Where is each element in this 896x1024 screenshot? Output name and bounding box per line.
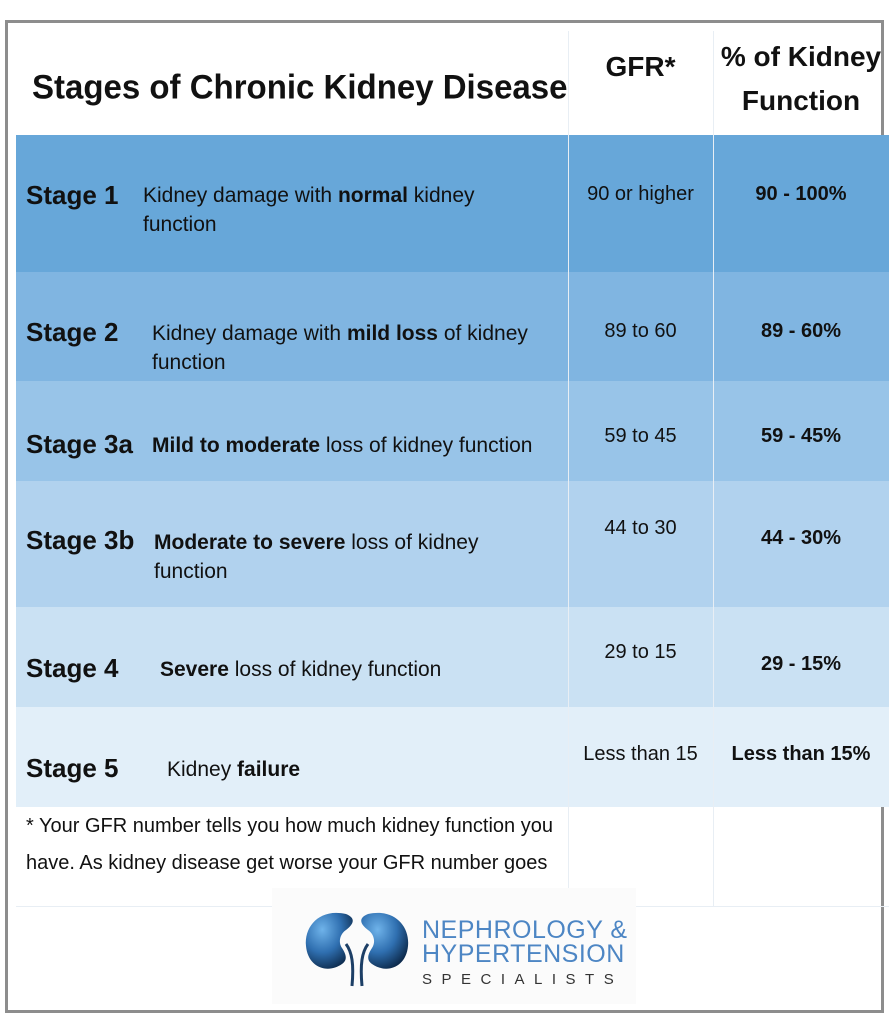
column-divider — [713, 31, 714, 906]
nephrology-logo: NEPHROLOGY & HYPERTENSION SPECIALISTS — [272, 888, 636, 1004]
kidney-function-value: 59 - 45% — [760, 425, 842, 447]
stage-description: Kidney damage with normal kidney functio… — [143, 184, 475, 236]
table-header: Stages of Chronic Kidney Disease GFR* % … — [16, 31, 889, 135]
logo-line-1: NEPHROLOGY & — [422, 916, 628, 944]
gfr-value: Less than 15 — [583, 743, 698, 765]
kidney-function-value: 44 - 30% — [760, 527, 842, 549]
stage-description: Mild to moderate loss of kidney function — [152, 434, 533, 457]
chart-frame: Stages of Chronic Kidney Disease GFR* % … — [5, 20, 889, 1013]
stage-label: Stage 4 — [26, 653, 119, 683]
stage-label: Stage 1 — [26, 180, 119, 210]
stage-description: Moderate to severe loss of kidney functi… — [154, 531, 479, 583]
kidney-function-column-header: % of Kidney Function — [720, 41, 882, 116]
gfr-value: 90 or higher — [587, 183, 694, 205]
logo-line-3: SPECIALISTS — [422, 971, 624, 988]
gfr-value: 89 to 60 — [604, 320, 677, 342]
table-row: Stage 1 Kidney damage with normal kidney… — [16, 135, 889, 272]
gfr-value: 29 to 15 — [604, 641, 677, 663]
table-row: Stage 5 Kidney failure Less than 15 Less… — [16, 707, 889, 807]
stage-label: Stage 5 — [26, 753, 119, 783]
gfr-footnote: * Your GFR number tells you how much kid… — [26, 815, 553, 874]
table-title: Stages of Chronic Kidney Disease — [32, 67, 568, 106]
stage-label: Stage 3a — [26, 429, 133, 459]
logo-line-2: HYPERTENSION — [422, 940, 625, 968]
kidney-function-value: Less than 15% — [731, 743, 871, 765]
kidney-function-value: 29 - 15% — [760, 653, 842, 675]
column-divider — [568, 31, 569, 906]
table-row: Stage 3a Mild to moderate loss of kidney… — [16, 381, 889, 481]
kidneys-icon — [305, 912, 409, 987]
table-row: Stage 2 Kidney damage with mild loss of … — [16, 272, 889, 381]
stage-label: Stage 2 — [26, 317, 119, 347]
gfr-column-header: GFR* — [605, 51, 676, 82]
stage-label: Stage 3b — [26, 525, 135, 555]
stage-description: Severe loss of kidney function — [160, 658, 442, 681]
gfr-value: 59 to 45 — [604, 425, 677, 447]
ckd-table: Stages of Chronic Kidney Disease GFR* % … — [16, 31, 889, 1012]
kidney-function-value: 90 - 100% — [755, 183, 847, 205]
stage-description: Kidney failure — [167, 758, 301, 781]
table-row: Stage 4 Severe loss of kidney function 2… — [16, 607, 889, 707]
stage-description: Kidney damage with mild loss of kidney f… — [152, 322, 528, 374]
table-row: Stage 3b Moderate to severe loss of kidn… — [16, 481, 889, 607]
kidney-function-value: 89 - 60% — [760, 320, 842, 342]
gfr-value: 44 to 30 — [604, 517, 677, 539]
